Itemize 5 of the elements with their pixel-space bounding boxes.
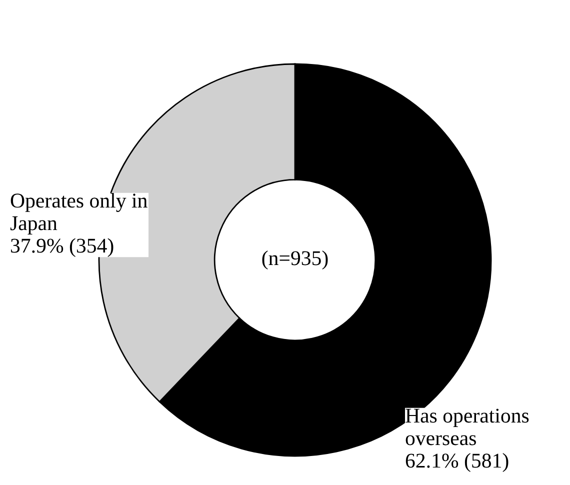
slice-label: Operates only in Japan	[10, 193, 148, 234]
data-label: 37.9% (354)	[10, 238, 114, 257]
data-label: 62.1% (581)	[406, 453, 508, 472]
slice-label: Has operations overseas	[406, 408, 529, 446]
text: (n=935)	[262, 250, 328, 270]
